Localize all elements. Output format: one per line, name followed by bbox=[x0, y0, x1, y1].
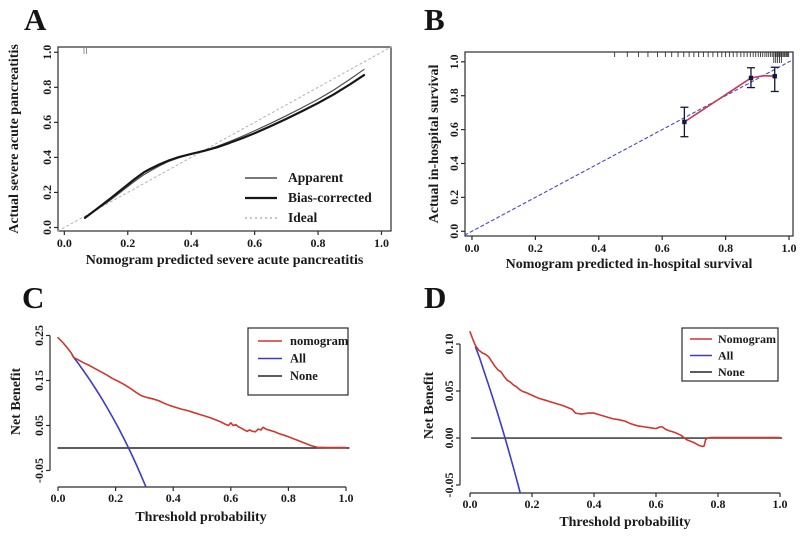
series-ideal bbox=[464, 59, 794, 236]
y-tick-label: 0.00 bbox=[442, 428, 456, 449]
data-point-marker bbox=[772, 74, 777, 79]
x-tick-label: 0.8 bbox=[281, 491, 296, 505]
x-axis-title: Nomogram predicted severe acute pancreat… bbox=[86, 253, 364, 268]
panel-d: 0.0 0.2 0.4 0.6 0.8 1.0 -0.05 0.00 0.05 0.10 Nomog… bbox=[400, 280, 801, 540]
y-tick-label: 0.8 bbox=[447, 88, 461, 103]
series-all bbox=[474, 346, 522, 494]
panel-a-chart: 0.0 0.2 0.4 0.6 0.8 1.00.00.20.40.60.81.0Appa… bbox=[7, 44, 392, 268]
legend-label-nomogram: Nomogram bbox=[718, 332, 776, 346]
x-tick-label: 0.8 bbox=[718, 241, 733, 255]
plot-box bbox=[464, 51, 794, 237]
x-tick-label: 0.2 bbox=[525, 497, 540, 511]
panel-label-d: D bbox=[424, 280, 447, 315]
legend: Apparent Bias-corrected Ideal bbox=[245, 170, 372, 225]
data-point-marker bbox=[748, 75, 754, 81]
y-tick-label: 0.6 bbox=[447, 122, 461, 137]
x-axis-title: Threshold probability bbox=[559, 515, 690, 530]
y-tick-label: 0.15 bbox=[32, 370, 46, 391]
y-tick-label: 0.05 bbox=[32, 415, 46, 436]
y-tick-label: 0.4 bbox=[40, 150, 54, 165]
series-group bbox=[469, 331, 783, 494]
x-tick-label: 0.2 bbox=[120, 236, 135, 250]
x-tick-label: 1.0 bbox=[374, 236, 389, 250]
data-point-marker bbox=[682, 119, 687, 125]
series-group bbox=[464, 59, 794, 236]
y-axis-title: Actual in-hospital survival bbox=[427, 65, 442, 224]
x-tick-label: 0.0 bbox=[464, 241, 479, 255]
panel-c: 0.0 0.2 0.4 0.6 0.8 1.0 -0.05 0.05 0.15 0.25 nomog… bbox=[0, 280, 400, 540]
panel-b: 0.0 0.2 0.4 0.6 0.8 1.0 0.0 0.2 0.4 0.6 0.8 1.0 Nomo… bbox=[400, 0, 801, 285]
y-axis-title: Net Benefit bbox=[9, 368, 24, 436]
y-tick-label: 0.6 bbox=[40, 115, 54, 130]
y-axis-title: Actual severe acute pancreatitis bbox=[7, 44, 22, 234]
x-tick-label: 0.0 bbox=[51, 491, 66, 505]
series-group bbox=[57, 336, 350, 487]
x-tick-label: 0.8 bbox=[710, 497, 725, 511]
panel-a: 0.0 0.2 0.4 0.6 0.8 1.0 0.0 0.2 0.4 0.6 0.8 1.0 Appa… bbox=[0, 0, 400, 285]
y-tick-label: 0.2 bbox=[447, 190, 461, 205]
panel-label-c: C bbox=[22, 280, 45, 315]
series-group bbox=[57, 46, 392, 232]
y-tick-label: 0.25 bbox=[32, 325, 46, 346]
x-tick-label: 0.4 bbox=[184, 236, 199, 250]
y-axis-title: Net Benefit bbox=[422, 372, 437, 440]
x-tick-label: 0.6 bbox=[648, 497, 663, 511]
panel-d-chart: 0.0 0.2 0.4 0.6 0.8 1.0 -0.05 0.00 0.05 0.10 Nomog… bbox=[422, 327, 787, 530]
y-tick-label: 0.0 bbox=[40, 220, 54, 235]
x-axis-title: Threshold probability bbox=[135, 510, 266, 525]
x-tick-label: 0.4 bbox=[587, 497, 602, 511]
y-tick-label: 1.0 bbox=[40, 45, 54, 60]
y-tick-label: 0.4 bbox=[447, 156, 461, 171]
x-tick-label: 0.6 bbox=[223, 491, 238, 505]
x-tick-label: 0.4 bbox=[591, 241, 606, 255]
x-tick-label: 0.8 bbox=[311, 236, 326, 250]
legend-label-ideal: Ideal bbox=[288, 210, 318, 225]
legend-label-none: None bbox=[290, 369, 318, 383]
x-tick-label: 0.0 bbox=[463, 497, 478, 511]
y-tick-label: 1.0 bbox=[447, 54, 461, 69]
x-tick-label: 0.2 bbox=[108, 491, 123, 505]
series-nomogram bbox=[57, 336, 347, 449]
x-tick-label: 0.2 bbox=[528, 241, 543, 255]
legend-label-apparent: Apparent bbox=[288, 170, 344, 185]
y-tick-label: -0.05 bbox=[442, 473, 456, 498]
series-calibration bbox=[683, 74, 776, 123]
plot-box bbox=[57, 46, 392, 232]
series-nomogram bbox=[469, 331, 781, 448]
x-tick-label: 0.4 bbox=[166, 491, 181, 505]
x-axis-title: Nomogram predicted in-hospital survival bbox=[506, 257, 753, 272]
panel-label-a: A bbox=[24, 2, 47, 37]
panel-b-chart: 0.0 0.2 0.4 0.6 0.8 1.0 0.0 0.2 0.4 0.6 0.8 1.0 Nomo… bbox=[427, 51, 797, 272]
x-tick-label: 1.0 bbox=[339, 491, 354, 505]
legend-label-all: All bbox=[718, 349, 734, 363]
legend: Nomogram All None bbox=[681, 327, 779, 382]
x-tick-label: 0.6 bbox=[655, 241, 670, 255]
series-ideal bbox=[57, 46, 392, 232]
y-tick-label: 0.0 bbox=[447, 224, 461, 239]
x-tick-label: 1.0 bbox=[772, 497, 787, 511]
series-bias-corrected bbox=[83, 73, 366, 219]
y-tick-label: 0.2 bbox=[40, 185, 54, 200]
legend-label-none: None bbox=[718, 365, 745, 379]
x-tick-label: 0.0 bbox=[57, 236, 72, 250]
legend-box bbox=[247, 327, 349, 396]
legend: nomogram All None bbox=[247, 327, 349, 396]
x-tick-label: 0.6 bbox=[247, 236, 262, 250]
legend-label-bias-corrected: Bias-corrected bbox=[288, 190, 372, 205]
panel-c-chart: 0.0 0.2 0.4 0.6 0.8 1.0 -0.05 0.05 0.15 0.25 nomog… bbox=[9, 325, 354, 525]
y-tick-label: 0.05 bbox=[442, 381, 456, 402]
y-tick-label: 0.10 bbox=[442, 334, 456, 355]
legend-label-all: All bbox=[290, 352, 307, 366]
panel-label-b: B bbox=[424, 2, 445, 37]
y-tick-label: -0.05 bbox=[32, 458, 46, 483]
series-all bbox=[71, 354, 147, 487]
legend-label-nomogram: nomogram bbox=[290, 334, 349, 348]
x-tick-label: 1.0 bbox=[782, 241, 797, 255]
y-tick-label: 0.8 bbox=[40, 80, 54, 95]
